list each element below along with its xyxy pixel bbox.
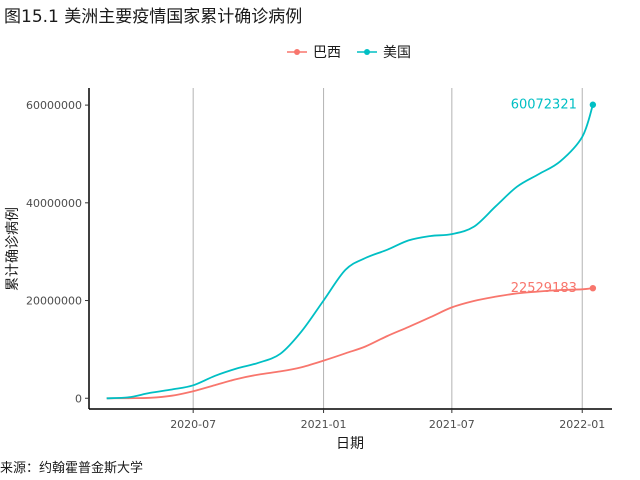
series-end-label-0: 22529183 xyxy=(511,281,577,296)
x-tick-label: 2022-01 xyxy=(559,418,605,431)
legend-label-brazil: 巴西 xyxy=(313,45,341,61)
series-end-point-1 xyxy=(589,101,597,108)
chart-title: 图15.1 美洲主要疫情国家累计确诊病例 xyxy=(4,7,303,27)
x-tick-label: 2021-07 xyxy=(429,418,475,431)
source-note: 来源：约翰霍普金斯大学 xyxy=(0,461,144,476)
y-tick-label: 20000000 xyxy=(26,295,82,308)
legend-label-usa: 美国 xyxy=(383,45,411,61)
y-tick-label: 60000000 xyxy=(26,99,82,112)
series-line-1 xyxy=(106,104,594,400)
y-tick-label: 0 xyxy=(75,392,82,405)
x-axis-title: 日期 xyxy=(336,436,364,452)
x-axis-ticks: 2020-07 2021-01 2021-07 2022-01 xyxy=(170,409,605,431)
y-axis-ticks: 0 20000000 40000000 60000000 xyxy=(26,99,89,405)
legend-key-point-brazil xyxy=(294,49,300,55)
grid-lines xyxy=(192,88,583,409)
legend: 巴西 美国 xyxy=(287,45,411,61)
y-tick-label: 40000000 xyxy=(26,197,82,210)
series-line-0 xyxy=(106,287,594,400)
x-tick-label: 2020-07 xyxy=(170,418,216,431)
legend-item-usa: 美国 xyxy=(357,45,411,61)
y-axis-title: 累计确诊病例 xyxy=(5,207,21,291)
series-end-point-0 xyxy=(589,284,597,292)
series-end-label-1: 60072321 xyxy=(511,98,577,113)
x-tick-label: 2021-01 xyxy=(301,418,347,431)
legend-item-brazil: 巴西 xyxy=(287,45,341,61)
series-lines: 22529183 60072321 xyxy=(106,98,597,400)
legend-key-point-usa xyxy=(364,49,370,55)
